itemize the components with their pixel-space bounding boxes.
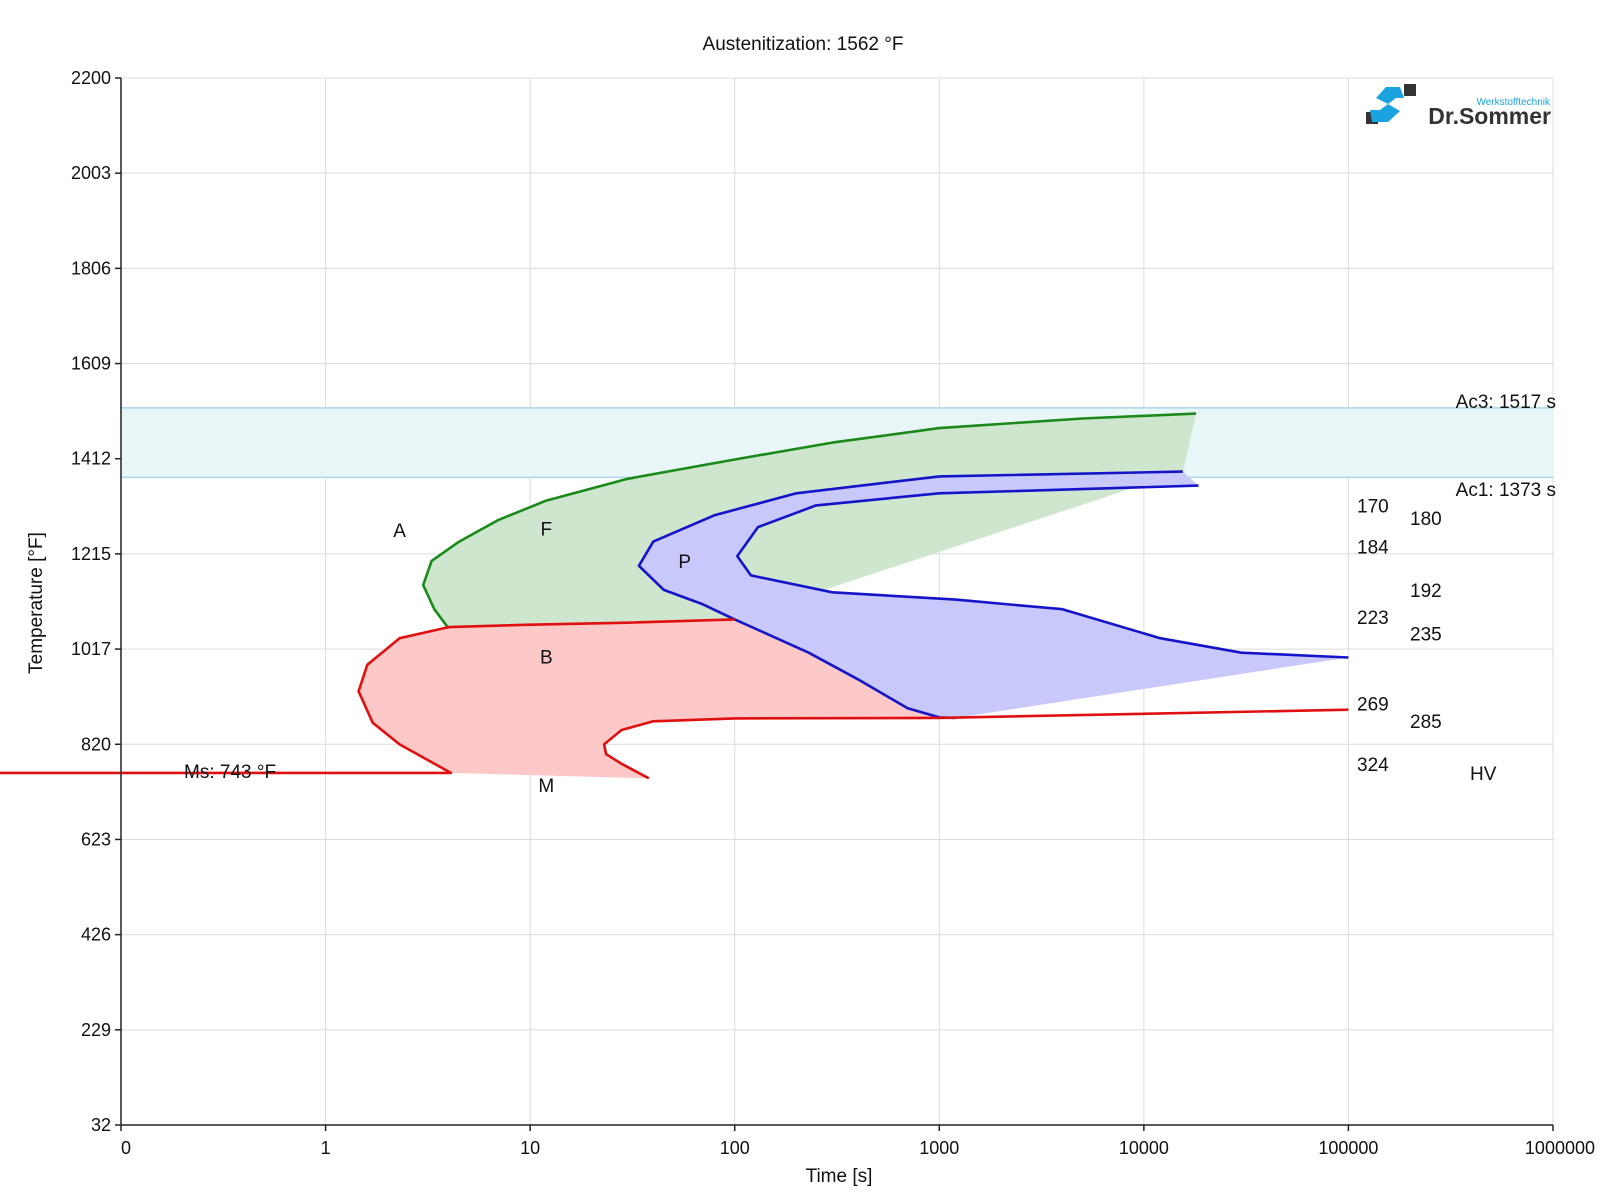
y-tick-label: 1412 (71, 449, 111, 469)
x-tick-label: 1000 (919, 1138, 959, 1158)
y-tick-label: 1215 (71, 544, 111, 564)
region-label: A (393, 521, 406, 542)
hardness-value: 180 (1410, 509, 1442, 530)
ac1-label: Ac1: 1373 s (1456, 480, 1556, 501)
x-tick-label: 100000 (1318, 1138, 1378, 1158)
chart-title: Austenitization: 1562 °F (703, 34, 904, 55)
bainite-end-curve (602, 708, 1349, 780)
pearlite-end-curve (735, 484, 1349, 659)
y-tick-label: 2003 (71, 163, 111, 183)
ferrite-start-curve (421, 412, 1197, 630)
ferrite-region-fill (423, 413, 1197, 629)
y-axis-title: Temperature [°F] (26, 532, 47, 674)
hardness-value: 170 (1357, 497, 1389, 518)
axes (115, 77, 1554, 1131)
logo-name: Dr.Sommer (1428, 103, 1551, 129)
region-label: F (541, 519, 553, 540)
x-tick-label: 100 (720, 1138, 750, 1158)
region-label: B (540, 647, 553, 668)
y-tick-label: 32 (91, 1115, 111, 1135)
bainite-region-fill (358, 619, 940, 779)
logo-square-icon (1404, 84, 1416, 96)
hardness-value: 184 (1357, 538, 1389, 559)
pearlite-start-curve (637, 470, 1183, 621)
x-tick-label: 10000 (1119, 1138, 1169, 1158)
hardness-value: 269 (1357, 695, 1389, 716)
hardness-value: 235 (1410, 625, 1442, 646)
region-label: P (678, 552, 691, 573)
x-axis-title: Time [s] (806, 1166, 873, 1187)
y-tick-label: 1017 (71, 639, 111, 659)
transformation-curves (0, 412, 1349, 780)
hardness-value: 223 (1357, 608, 1389, 629)
y-tick-label: 623 (81, 829, 111, 849)
chart-labels: 2200 2003 1806 1609 1412 1215 1017 820 623 426 229… (71, 68, 1595, 1158)
x-tick-label: 1 (321, 1138, 331, 1158)
hardness-value: 285 (1410, 712, 1442, 733)
ac3-label: Ac3: 1517 s (1456, 392, 1556, 413)
hardness-unit: HV (1470, 764, 1497, 785)
region-label: M (538, 776, 554, 797)
ms-label: Ms: 743 °F (184, 762, 276, 783)
y-tick-label: 820 (81, 734, 111, 754)
y-tick-label: 229 (81, 1020, 111, 1040)
hardness-value: 324 (1357, 755, 1389, 776)
x-tick-label: 1000000 (1525, 1138, 1595, 1158)
hardness-value: 192 (1410, 581, 1442, 602)
logo-subtitle: Werkstofftechnik (1476, 97, 1551, 108)
x-tick-label: 0 (121, 1138, 131, 1158)
bainite-start-curve (0, 618, 735, 775)
logo-s-icon (1370, 87, 1404, 122)
y-tick-label: 426 (81, 925, 111, 945)
y-tick-label: 2200 (71, 68, 111, 88)
x-tick-label: 10 (520, 1138, 540, 1158)
brand-logo: Werkstofftechnik Dr.Sommer (1366, 84, 1551, 129)
y-tick-label: 1609 (71, 354, 111, 374)
y-tick-label: 1806 (71, 258, 111, 278)
